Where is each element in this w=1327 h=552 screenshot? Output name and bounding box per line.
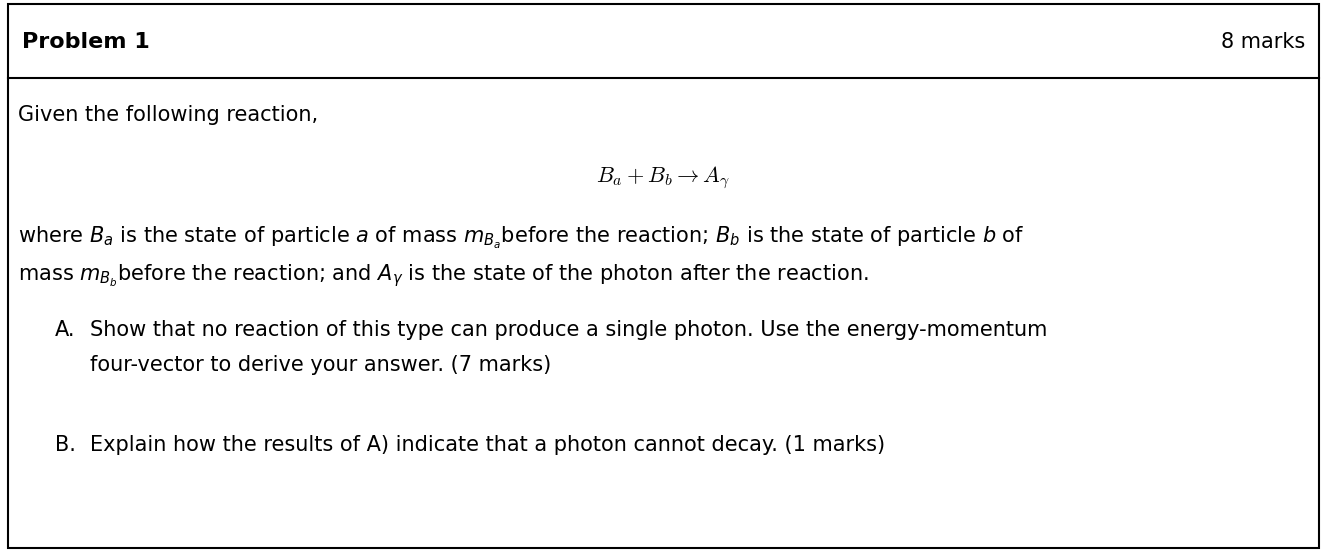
Text: Explain how the results of A) indicate that a photon cannot decay. (1 marks): Explain how the results of A) indicate t…: [90, 435, 885, 455]
Text: mass $m_{B_b}$before the reaction; and $A_\gamma$ is the state of the photon aft: mass $m_{B_b}$before the reaction; and $…: [19, 262, 869, 289]
Text: where $B_a$ is the state of particle $a$ of mass $m_{B_a}$before the reaction; $: where $B_a$ is the state of particle $a$…: [19, 225, 1024, 251]
Text: four-vector to derive your answer. (7 marks): four-vector to derive your answer. (7 ma…: [90, 355, 551, 375]
Text: 8 marks: 8 marks: [1221, 32, 1304, 52]
Text: Problem 1: Problem 1: [23, 32, 150, 52]
Text: Given the following reaction,: Given the following reaction,: [19, 105, 318, 125]
Text: B.: B.: [54, 435, 76, 455]
Text: $B_a + B_b \rightarrow A_\gamma$: $B_a + B_b \rightarrow A_\gamma$: [596, 164, 730, 192]
Text: Show that no reaction of this type can produce a single photon. Use the energy-m: Show that no reaction of this type can p…: [90, 320, 1047, 340]
Text: A.: A.: [54, 320, 76, 340]
